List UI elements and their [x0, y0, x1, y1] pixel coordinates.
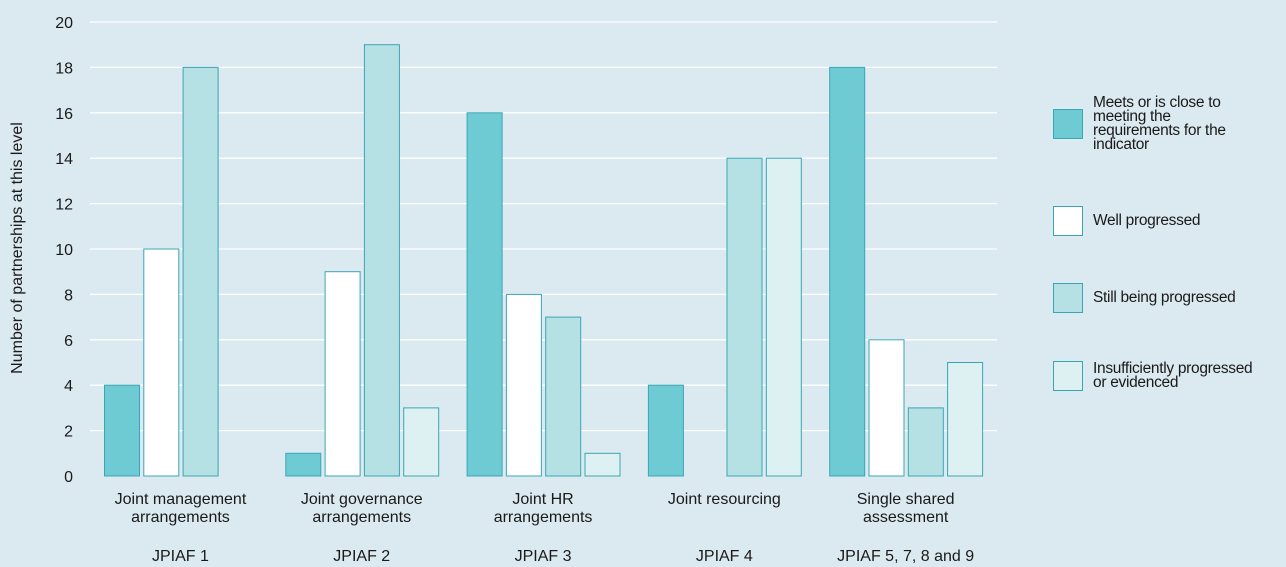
- legend-label-line: requirements for the: [1093, 122, 1226, 139]
- legend-swatch: [1053, 109, 1083, 139]
- bar: [647, 384, 684, 477]
- bar: [947, 362, 984, 477]
- legend-item: Still being progressed: [1053, 283, 1283, 313]
- bar: [182, 66, 219, 477]
- bars: [104, 44, 984, 477]
- bar: [907, 407, 944, 477]
- x-tick-label: arrangements: [131, 509, 230, 526]
- x-sublabel: JPIAF 2: [333, 548, 390, 565]
- legend-label: Well progressed: [1093, 212, 1201, 229]
- x-tick-label: arrangements: [494, 509, 593, 526]
- bar: [584, 452, 621, 477]
- x-sublabel: JPIAF 3: [515, 548, 572, 565]
- y-tick-label: 10: [55, 242, 73, 259]
- x-sublabel: JPIAF 1: [152, 548, 209, 565]
- legend-swatch: [1053, 361, 1083, 391]
- legend-label: Meets or is close to meeting the requireme…: [1093, 94, 1226, 153]
- bar: [505, 293, 542, 477]
- y-tick-label: 14: [55, 151, 73, 168]
- legend-item: Insufficiently progressed or evidenced: [1053, 361, 1283, 391]
- x-tick-label: assessment: [863, 509, 949, 526]
- legend-item: Meets or is close to meeting the requireme…: [1053, 94, 1283, 153]
- y-tick-label: 18: [55, 60, 73, 77]
- legend-label: Still being progressed: [1093, 289, 1236, 306]
- x-sublabel: JPIAF 5, 7, 8 and 9: [837, 548, 974, 565]
- gridlines: [90, 21, 997, 432]
- y-axis-label: Number of partnerships at this level: [9, 122, 26, 374]
- bar: [285, 452, 322, 477]
- y-tick-label: 8: [64, 287, 73, 304]
- legend-label-line: Insufficiently progressed: [1093, 360, 1253, 377]
- legend-label-line: Well progressed: [1093, 212, 1201, 229]
- x-tick-label: Joint resourcing: [668, 491, 781, 508]
- y-tick-label: 6: [64, 333, 73, 350]
- x-tick-label: Single shared: [857, 491, 955, 508]
- legend-item: Well progressed: [1053, 206, 1283, 236]
- bar: [765, 157, 802, 477]
- x-tick-label: Joint management: [115, 491, 247, 508]
- bar: [104, 384, 140, 477]
- legend-swatch: [1053, 206, 1083, 236]
- bar: [324, 271, 361, 477]
- y-tick-label: 0: [64, 469, 73, 486]
- y-tick-label: 20: [55, 15, 73, 32]
- bar: [545, 316, 582, 477]
- legend-label-line: Meets or is close to: [1093, 94, 1221, 111]
- y-axis-ticks: 0 2 4 6 8 10 12 14 16 18 20: [55, 15, 73, 486]
- x-sublabel: JPIAF 4: [696, 548, 753, 565]
- bar: [403, 407, 440, 477]
- bar: [868, 339, 905, 477]
- y-tick-label: 12: [55, 197, 73, 214]
- legend-swatch: [1053, 283, 1083, 313]
- y-tick-label: 4: [64, 378, 73, 395]
- bar: [363, 44, 400, 477]
- legend-label-line: indicator: [1093, 136, 1149, 153]
- legend-label-line: meeting the: [1093, 108, 1171, 125]
- legend-label-line: Still being progressed: [1093, 289, 1236, 306]
- bar: [726, 157, 763, 477]
- x-tick-label: Joint governance: [301, 491, 423, 508]
- bar: [143, 248, 180, 477]
- bar: [466, 112, 503, 477]
- bar: [829, 66, 866, 477]
- x-tick-label: arrangements: [312, 509, 411, 526]
- y-tick-label: 16: [55, 106, 73, 123]
- y-tick-label: 2: [64, 424, 73, 441]
- legend-label-line: or evidenced: [1093, 374, 1179, 391]
- x-tick-label: Joint HR: [512, 491, 573, 508]
- legend-label: Insufficiently progressed or evidenced: [1093, 360, 1253, 391]
